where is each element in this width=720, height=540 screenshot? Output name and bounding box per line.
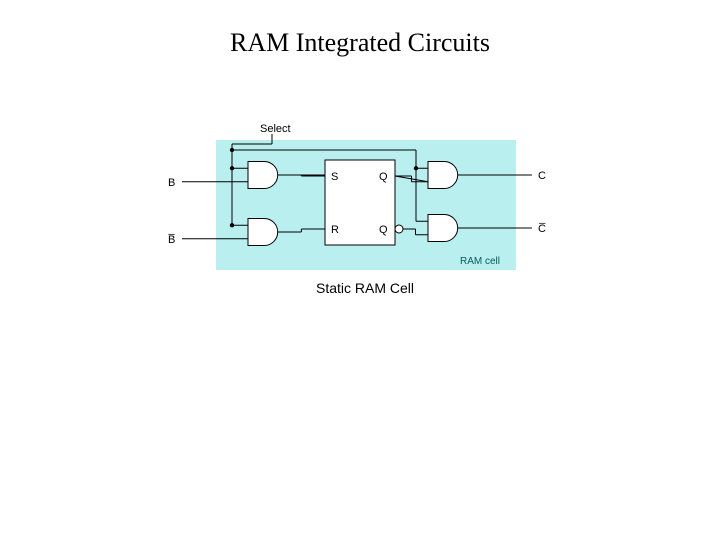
svg-text:Q: Q bbox=[379, 224, 388, 236]
svg-text:RAM cell: RAM cell bbox=[460, 256, 500, 267]
page-title: RAM Integrated Circuits bbox=[0, 28, 720, 58]
svg-text:Q: Q bbox=[379, 171, 388, 183]
svg-text:B: B bbox=[168, 177, 175, 189]
svg-text:C̅: C̅ bbox=[538, 223, 546, 235]
svg-text:S: S bbox=[331, 171, 338, 183]
diagram-caption: Static RAM Cell bbox=[316, 280, 414, 296]
svg-text:Select: Select bbox=[260, 123, 291, 135]
ram-cell-diagram: Select B B̅ S R Q Q C C̅ RAM cell Static RAM Cell bbox=[160, 120, 560, 325]
svg-text:B̅: B̅ bbox=[167, 234, 175, 246]
svg-text:C: C bbox=[538, 170, 546, 182]
svg-text:R: R bbox=[331, 224, 339, 236]
